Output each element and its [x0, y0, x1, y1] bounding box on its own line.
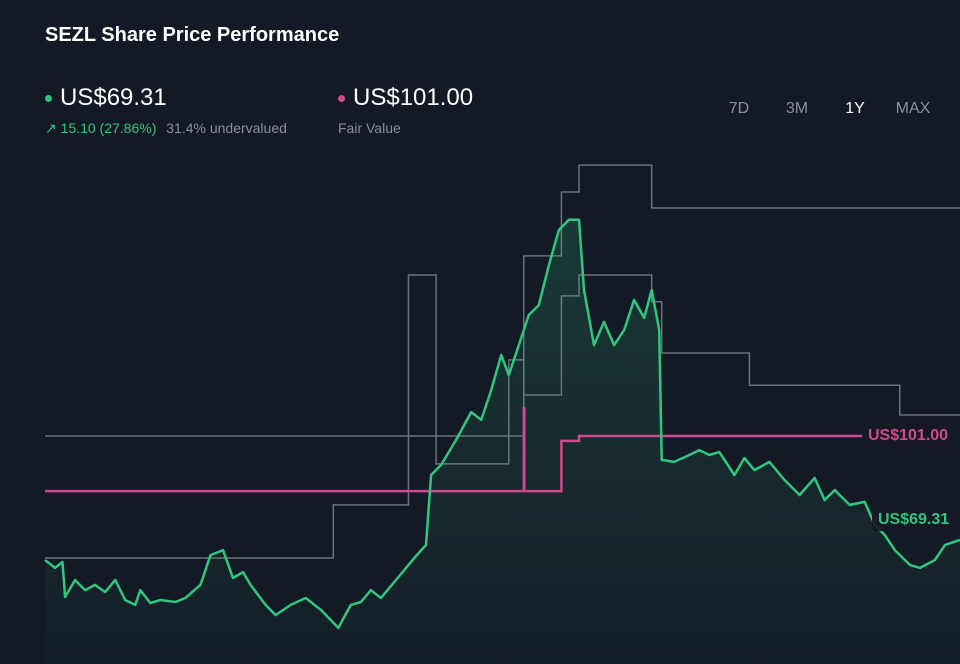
price-change-row: ↗ 15.10 (27.86%) 31.4% undervalued [45, 120, 287, 137]
price-line [44, 218, 960, 630]
price-change: 15.10 (27.86%) [60, 120, 157, 136]
fair-value-line [45, 406, 862, 493]
range-max[interactable]: MAX [895, 100, 931, 117]
fair-value-price: US$101.00 [338, 84, 473, 112]
range-selector: 7D 3M 1Y MAX [710, 100, 942, 118]
fair-value-end-label: US$101.00 [862, 425, 955, 447]
current-price-dot-icon [45, 94, 52, 102]
arrow-up-right-icon: ↗ [45, 120, 57, 136]
price-end-label: US$69.31 [872, 509, 956, 531]
price-area-fill [45, 219, 960, 664]
current-price-value: US$69.31 [60, 84, 167, 111]
current-price: US$69.31 [45, 84, 167, 112]
valuation-text: 31.4% undervalued [166, 120, 287, 136]
fair-value-dot-icon [338, 94, 345, 102]
range-3m[interactable]: 3M [785, 100, 809, 117]
fair-value-label: Fair Value [338, 120, 401, 136]
range-1y[interactable]: 1Y [845, 100, 865, 117]
page-title: SEZL Share Price Performance [45, 24, 340, 46]
fair-value-value: US$101.00 [353, 84, 474, 111]
range-7d[interactable]: 7D [728, 100, 750, 117]
